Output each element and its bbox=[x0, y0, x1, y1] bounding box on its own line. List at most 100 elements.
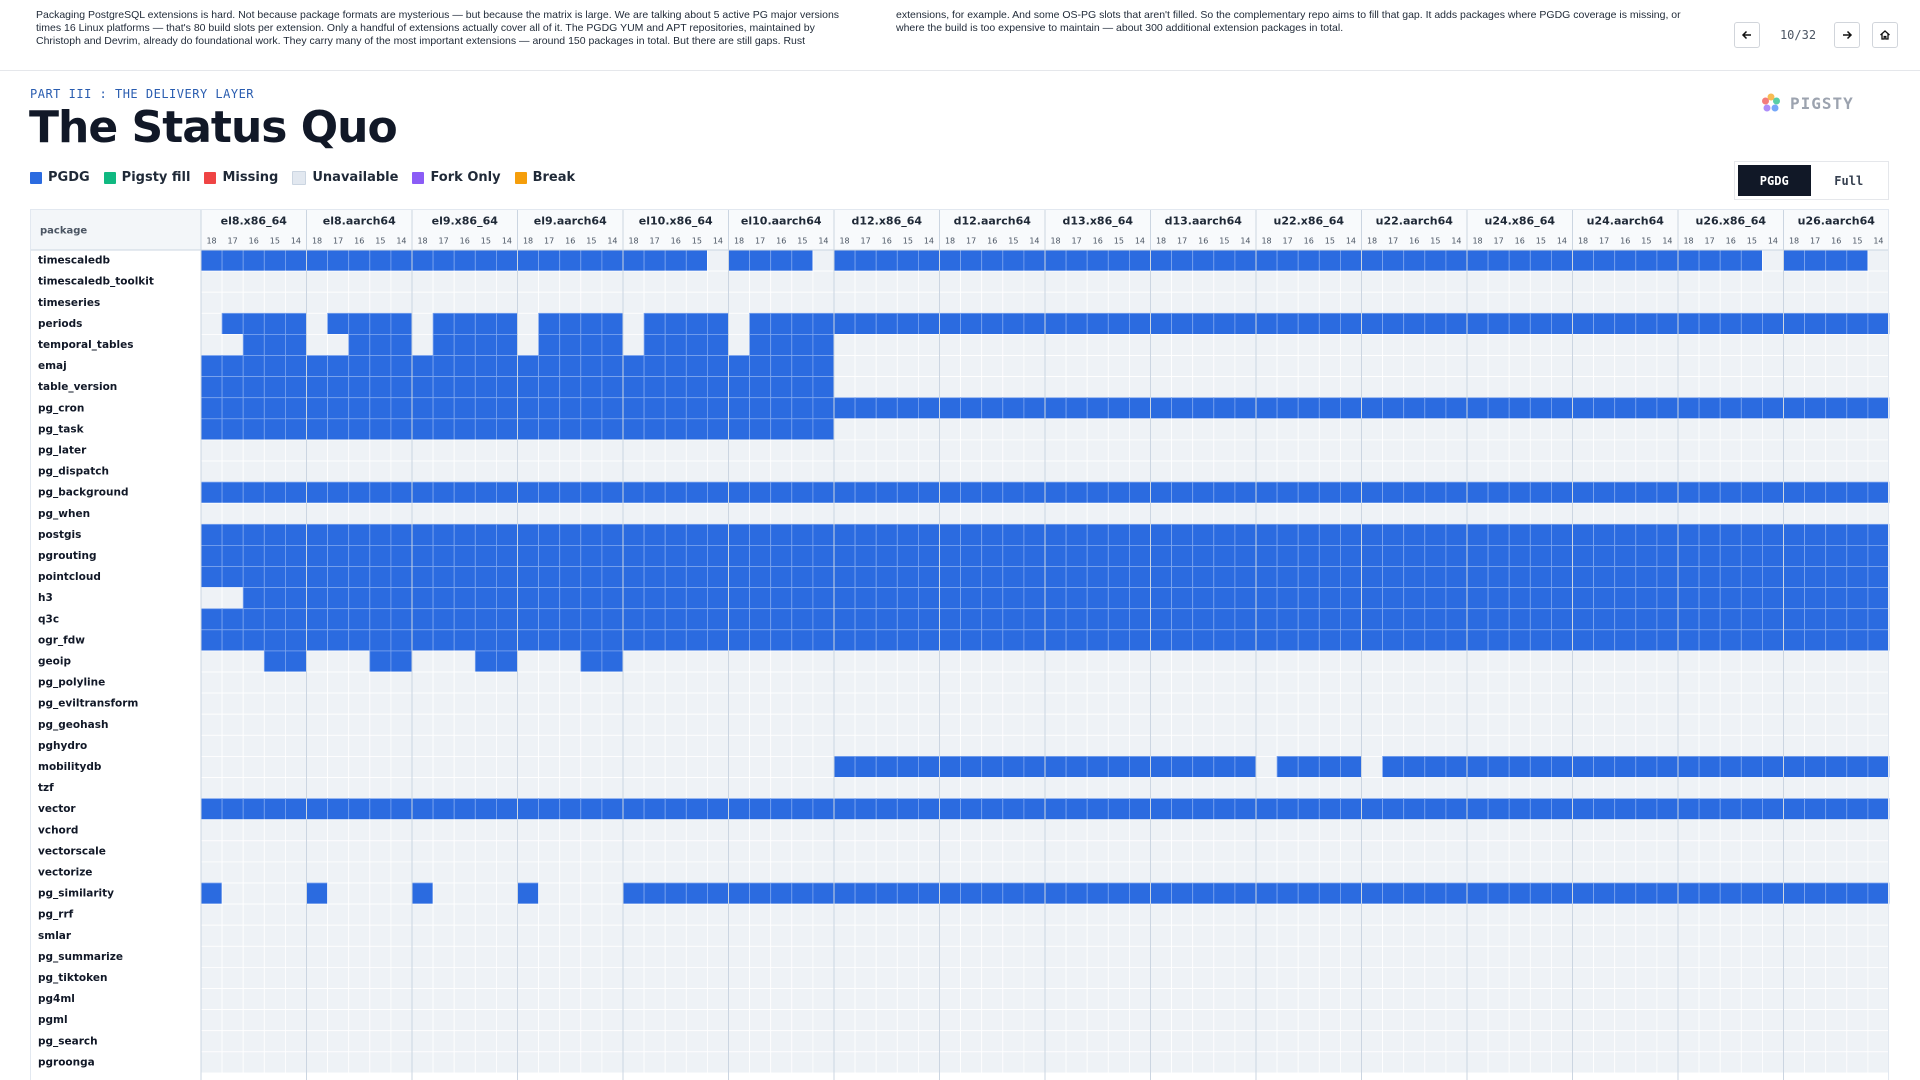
cell-pgdg bbox=[580, 397, 603, 420]
cell-empty bbox=[939, 840, 962, 863]
cell-pgdg bbox=[1213, 249, 1236, 272]
cell-empty bbox=[1635, 334, 1658, 356]
cell-empty bbox=[411, 756, 434, 778]
cell-pgdg bbox=[1529, 544, 1552, 567]
cell-pgdg bbox=[1002, 587, 1025, 610]
cell-pgdg bbox=[559, 312, 582, 335]
cell-pgdg bbox=[875, 587, 898, 610]
toggle-button[interactable]: PGDG bbox=[1738, 165, 1811, 196]
cell-empty bbox=[812, 924, 835, 947]
cell-empty bbox=[1171, 967, 1194, 989]
cell-empty bbox=[1192, 355, 1215, 378]
cell-empty bbox=[390, 291, 413, 314]
cell-empty bbox=[580, 903, 603, 926]
cell-empty bbox=[1719, 334, 1742, 356]
cell-empty bbox=[728, 734, 751, 757]
cell-empty bbox=[812, 756, 835, 778]
cell-pgdg bbox=[1086, 312, 1109, 335]
cell-empty bbox=[854, 270, 877, 293]
cell-empty bbox=[707, 967, 729, 989]
cell-empty bbox=[348, 713, 371, 736]
cell-empty bbox=[1551, 1009, 1573, 1032]
cell-empty bbox=[517, 777, 540, 800]
cell-pgdg bbox=[348, 334, 371, 356]
cell-empty bbox=[1508, 1030, 1531, 1053]
cell-pgdg bbox=[1276, 756, 1299, 778]
cell-empty bbox=[1677, 439, 1700, 462]
cell-pgdg bbox=[812, 355, 835, 378]
cell-empty bbox=[369, 861, 392, 884]
cell-empty bbox=[306, 1009, 329, 1032]
version-label: 14 bbox=[1873, 237, 1883, 246]
cell-pgdg bbox=[1551, 608, 1573, 631]
cell-pgdg bbox=[1614, 608, 1637, 631]
cell-empty bbox=[1129, 418, 1151, 441]
slide-title: The Status Quo bbox=[29, 102, 398, 153]
cell-empty bbox=[474, 502, 497, 525]
cell-pgdg bbox=[601, 376, 624, 399]
cell-pgdg bbox=[1719, 566, 1742, 589]
cell-empty bbox=[1424, 819, 1447, 842]
cell-empty bbox=[1192, 1030, 1215, 1053]
version-label: 15 bbox=[1114, 237, 1124, 246]
cell-empty bbox=[601, 988, 624, 1011]
version-label: 16 bbox=[1198, 237, 1208, 246]
cell-empty bbox=[854, 650, 877, 673]
cell-empty bbox=[1529, 460, 1552, 483]
cell-pgdg bbox=[1762, 544, 1784, 567]
cell-empty bbox=[1740, 439, 1763, 462]
cell-pgdg bbox=[327, 544, 350, 567]
cell-empty bbox=[1086, 903, 1109, 926]
cell-empty bbox=[369, 988, 392, 1011]
version-label: 17 bbox=[1388, 237, 1398, 246]
cell-empty bbox=[1867, 1030, 1890, 1053]
cell-empty bbox=[918, 270, 940, 293]
cell-empty bbox=[1445, 671, 1468, 694]
next-button[interactable] bbox=[1834, 22, 1860, 48]
cell-empty bbox=[707, 1030, 729, 1053]
cell-empty bbox=[1340, 418, 1362, 441]
cell-empty bbox=[284, 713, 307, 736]
cell-pgdg bbox=[369, 629, 392, 652]
cell-empty bbox=[833, 840, 856, 863]
package-label: vchord bbox=[38, 824, 78, 836]
cell-empty bbox=[284, 777, 307, 800]
cell-empty bbox=[411, 1030, 434, 1053]
version-label: 16 bbox=[1831, 237, 1841, 246]
cell-empty bbox=[1297, 334, 1320, 356]
cell-empty bbox=[812, 671, 835, 694]
prev-button[interactable] bbox=[1734, 22, 1760, 48]
cell-pgdg bbox=[1551, 882, 1573, 905]
cell-empty bbox=[1466, 903, 1489, 926]
cell-pgdg bbox=[432, 334, 455, 356]
cell-pgdg bbox=[854, 566, 877, 589]
cell-pgdg bbox=[939, 397, 962, 420]
cell-pgdg bbox=[749, 523, 772, 546]
cell-pgdg bbox=[1867, 312, 1890, 335]
cell-empty bbox=[875, 945, 898, 968]
cell-empty bbox=[1783, 334, 1806, 356]
cell-empty bbox=[1361, 291, 1384, 314]
cell-pgdg bbox=[1846, 629, 1869, 652]
cell-pgdg bbox=[1255, 544, 1278, 567]
cell-pgdg bbox=[1403, 882, 1426, 905]
home-button[interactable] bbox=[1872, 22, 1898, 48]
cell-empty bbox=[1719, 439, 1742, 462]
cell-empty bbox=[601, 734, 624, 757]
cell-empty bbox=[833, 692, 856, 715]
cell-empty bbox=[1150, 671, 1173, 694]
cell-pgdg bbox=[1340, 608, 1362, 631]
cell-empty bbox=[390, 460, 413, 483]
cell-empty bbox=[559, 671, 582, 694]
cell-pgdg bbox=[538, 608, 561, 631]
cell-pgdg bbox=[1635, 587, 1658, 610]
cell-empty bbox=[1297, 376, 1320, 399]
cell-empty bbox=[1213, 439, 1236, 462]
cell-empty bbox=[580, 945, 603, 968]
toggle-button[interactable]: Full bbox=[1834, 173, 1864, 188]
cell-empty bbox=[495, 840, 518, 863]
cell-pgdg bbox=[791, 249, 814, 272]
cell-empty bbox=[1740, 734, 1763, 757]
cell-empty bbox=[1340, 924, 1362, 947]
cell-empty bbox=[1762, 903, 1784, 926]
